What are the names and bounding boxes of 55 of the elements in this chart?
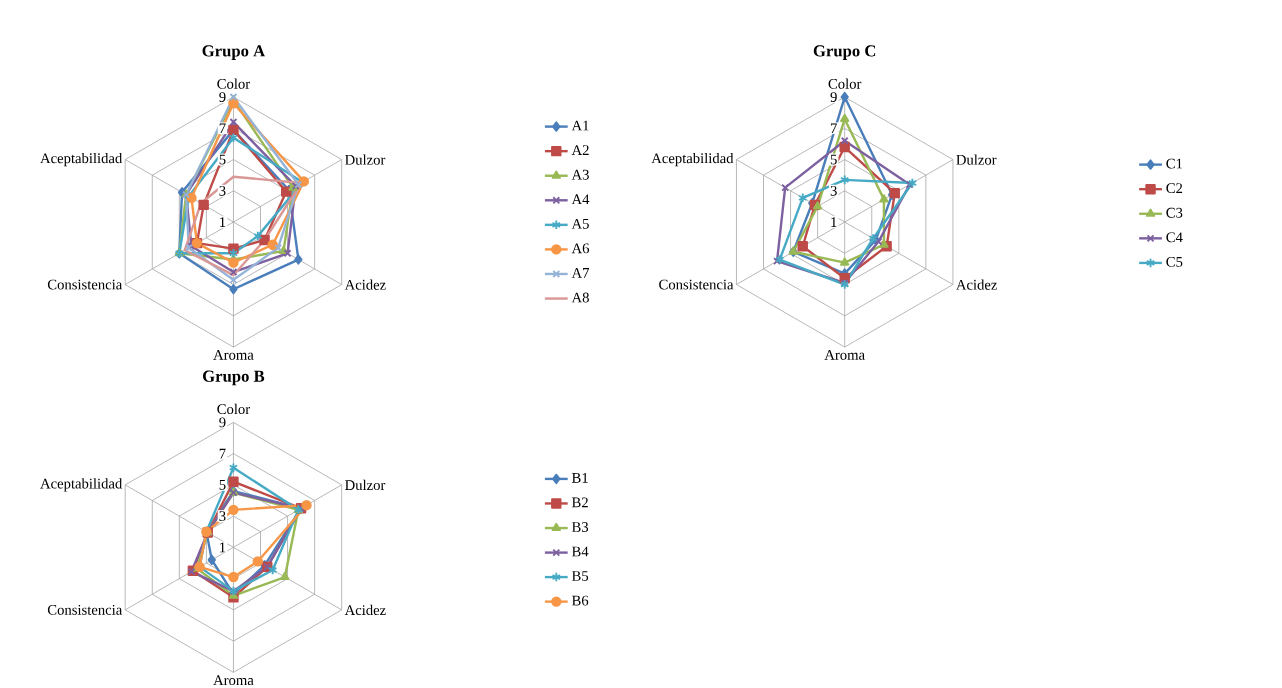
legend-label: B3 — [571, 522, 589, 532]
y-tick-label: 1 — [220, 217, 226, 227]
spoke-label: Acidez — [956, 279, 997, 290]
legend-label: B2 — [571, 497, 588, 508]
legend-label: A8 — [571, 292, 589, 303]
y-tick-label: 3 — [219, 185, 226, 196]
y-tick-label: 9 — [219, 417, 226, 428]
y-tick-label: 7 — [219, 123, 226, 134]
spoke-label: Aroma — [213, 349, 254, 360]
legend-label: C4 — [1166, 232, 1183, 243]
spoke-label: Aceptabilidad — [40, 478, 123, 492]
legend-label: B4 — [571, 546, 589, 557]
legend-label: B1 — [571, 472, 588, 483]
y-tick-label: 5 — [219, 154, 226, 165]
y-tick-label: 1 — [220, 542, 226, 553]
y-tick-label: 5 — [219, 479, 226, 490]
spoke-label: Color — [828, 78, 862, 89]
spoke-label: Consistencia — [47, 279, 123, 290]
spoke-label: Aroma — [824, 349, 865, 360]
spoke-label: Aceptabilidad — [40, 152, 123, 167]
legend-label: A5 — [571, 218, 589, 229]
legend-label: C3 — [1166, 207, 1183, 218]
spoke-label: Dulzor — [345, 154, 386, 165]
legend-label: A6 — [571, 243, 590, 254]
spoke-label: Dulzor — [956, 154, 997, 165]
y-tick-label: 7 — [830, 123, 837, 134]
y-tick-label: 9 — [830, 92, 837, 102]
spoke-label: Aroma — [213, 675, 254, 686]
legend-label: C5 — [1166, 256, 1183, 267]
y-tick-label: 5 — [830, 154, 837, 165]
legend-label: B5 — [571, 571, 589, 581]
legend-label: A2 — [571, 145, 589, 155]
y-tick-label: 9 — [219, 92, 226, 102]
spoke-label: Consistencia — [659, 279, 734, 290]
y-tick-label: 3 — [830, 185, 837, 196]
legend-label: A4 — [571, 194, 590, 205]
y-tick-label: 1 — [831, 217, 837, 227]
chart-title: Grupo B — [203, 370, 265, 386]
y-tick-label: 7 — [219, 448, 226, 459]
spoke-label: Dulzor — [345, 479, 386, 491]
chart-title: Grupo A — [202, 45, 266, 60]
chart-title: Grupo C — [813, 45, 876, 60]
legend-label: A3 — [571, 169, 589, 180]
spoke-label: Acidez — [344, 604, 386, 616]
spoke-label: Color — [217, 403, 251, 415]
legend-label: C2 — [1166, 183, 1183, 194]
legend-label: A7 — [571, 268, 590, 278]
spoke-label: Consistencia — [47, 604, 123, 615]
spoke-label: Aceptabilidad — [651, 152, 734, 167]
legend-label: A1 — [571, 120, 589, 131]
legend-label: C1 — [1166, 158, 1183, 169]
y-tick-label: 3 — [219, 511, 226, 522]
spoke-label: Color — [217, 78, 251, 89]
spoke-label: Acidez — [344, 279, 386, 290]
legend-label: B6 — [571, 595, 589, 606]
